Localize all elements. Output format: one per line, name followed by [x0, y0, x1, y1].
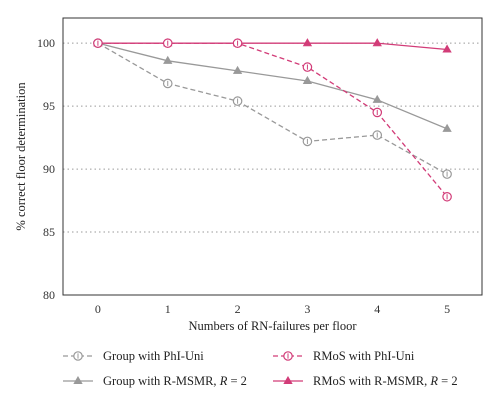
y-tick-label: 100 [37, 36, 55, 50]
legend: Group with PhI-Uni RMoS with PhI-Uni Group… [63, 349, 458, 388]
x-axis-label: Numbers of RN-failures per floor [188, 319, 357, 333]
legend-label-part: RMoS with PhI-Uni [313, 349, 415, 363]
series-line [97, 42, 448, 51]
legend-label-part: Group with PhI-Uni [103, 349, 204, 363]
data-point [232, 65, 243, 74]
legend-label: Group with R-MSMR, R = 2 [103, 374, 247, 388]
grid-lines [63, 42, 482, 233]
data-point [73, 375, 83, 385]
legend-label-part: = 2 [227, 374, 247, 388]
data-point [442, 44, 452, 53]
legend-label-part: R [219, 374, 228, 388]
y-tick-label: 85 [43, 225, 55, 239]
legend-item: RMoS with R-MSMR, R = 2 [273, 374, 458, 388]
x-tick-label: 5 [444, 302, 450, 316]
legend-label: Group with PhI-Uni [103, 349, 204, 363]
data-point [163, 55, 173, 64]
data-point [302, 38, 313, 47]
legend-label: RMoS with PhI-Uni [313, 349, 415, 363]
legend-item: Group with R-MSMR, R = 2 [63, 374, 247, 388]
series-group [93, 38, 452, 202]
tick-labels: 80 85 90 95 100 0 1 2 3 4 5 [37, 36, 450, 316]
plot-frame [62, 17, 483, 296]
series-2 [93, 38, 452, 132]
x-tick-label: 3 [304, 302, 310, 316]
x-tick-label: 0 [95, 302, 101, 316]
legend-label-part: RMoS with R-MSMR, [313, 374, 430, 388]
data-point [283, 375, 293, 385]
legend-label-part: R [429, 374, 438, 388]
data-point [302, 75, 313, 84]
data-point [372, 38, 382, 47]
x-tick-label: 2 [235, 302, 241, 316]
x-tick-label: 1 [165, 302, 171, 316]
legend-label: RMoS with R-MSMR, R = 2 [313, 374, 458, 388]
legend-item: RMoS with PhI-Uni [273, 349, 415, 363]
x-tick-label: 4 [374, 302, 380, 316]
series-line [97, 42, 448, 198]
legend-item: Group with PhI-Uni [63, 349, 204, 363]
y-tick-label: 95 [43, 99, 55, 113]
data-point [442, 123, 452, 132]
legend-label-part: = 2 [438, 374, 458, 388]
y-axis-label: % correct floor determination [14, 82, 28, 231]
series-1 [93, 38, 452, 202]
series-0 [93, 38, 452, 179]
legend-label-part: Group with R-MSMR, [103, 374, 220, 388]
series-3 [93, 38, 452, 53]
series-line [97, 42, 448, 175]
y-tick-label: 80 [43, 288, 55, 302]
series-line [97, 42, 448, 130]
y-tick-label: 90 [43, 162, 55, 176]
data-point [372, 94, 382, 103]
